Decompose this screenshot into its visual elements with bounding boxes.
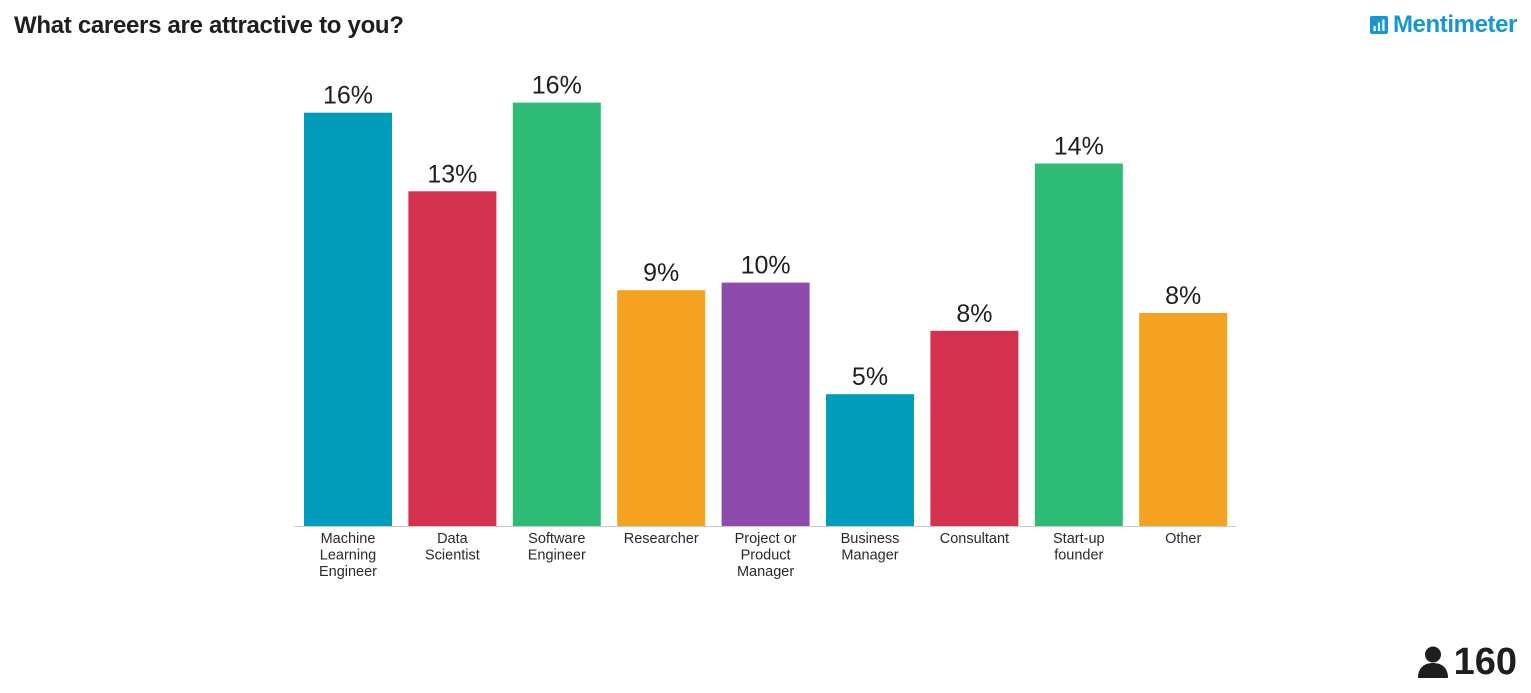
data-label-1: 13%	[427, 160, 477, 188]
data-label-6: 8%	[956, 300, 992, 328]
person-icon	[1417, 646, 1448, 678]
data-label-8: 8%	[1165, 282, 1201, 310]
data-label-2: 16%	[532, 72, 582, 100]
bar-5	[826, 394, 914, 526]
brand-name: Mentimeter	[1392, 11, 1517, 38]
bar-1	[408, 191, 497, 527]
category-label-6: Consultant	[940, 531, 1009, 547]
bar-0	[304, 112, 392, 526]
category-label-8: Other	[1165, 531, 1201, 547]
brand-logo: Mentimeter	[1369, 11, 1517, 39]
bar-chart-icon	[1369, 16, 1388, 34]
category-label-3: Researcher	[624, 531, 699, 547]
category-label-4: Project or Product Manager	[735, 531, 797, 580]
question-title: What careers are attractive to you?	[14, 12, 404, 39]
data-label-3: 9%	[643, 259, 679, 287]
category-label-2: Software Engineer	[528, 531, 586, 564]
category-label-5: Business Manager	[841, 531, 900, 564]
data-label-4: 10%	[741, 252, 791, 280]
category-label-1: Data Scientist	[425, 531, 480, 564]
participant-count: 160	[1453, 641, 1517, 683]
category-label-0: Machine Learning Engineer	[319, 531, 377, 580]
bar-8	[1139, 313, 1228, 526]
data-label-0: 16%	[323, 82, 373, 110]
bar-2	[512, 102, 601, 526]
bar-3	[617, 290, 706, 526]
bar-4	[721, 282, 810, 526]
category-label-7: Start-up founder	[1053, 531, 1105, 564]
data-label-7: 14%	[1054, 133, 1104, 161]
bar-7	[1034, 163, 1123, 526]
participant-counter: 160	[1416, 643, 1517, 681]
data-label-5: 5%	[852, 363, 888, 391]
bar-6	[930, 330, 1019, 526]
